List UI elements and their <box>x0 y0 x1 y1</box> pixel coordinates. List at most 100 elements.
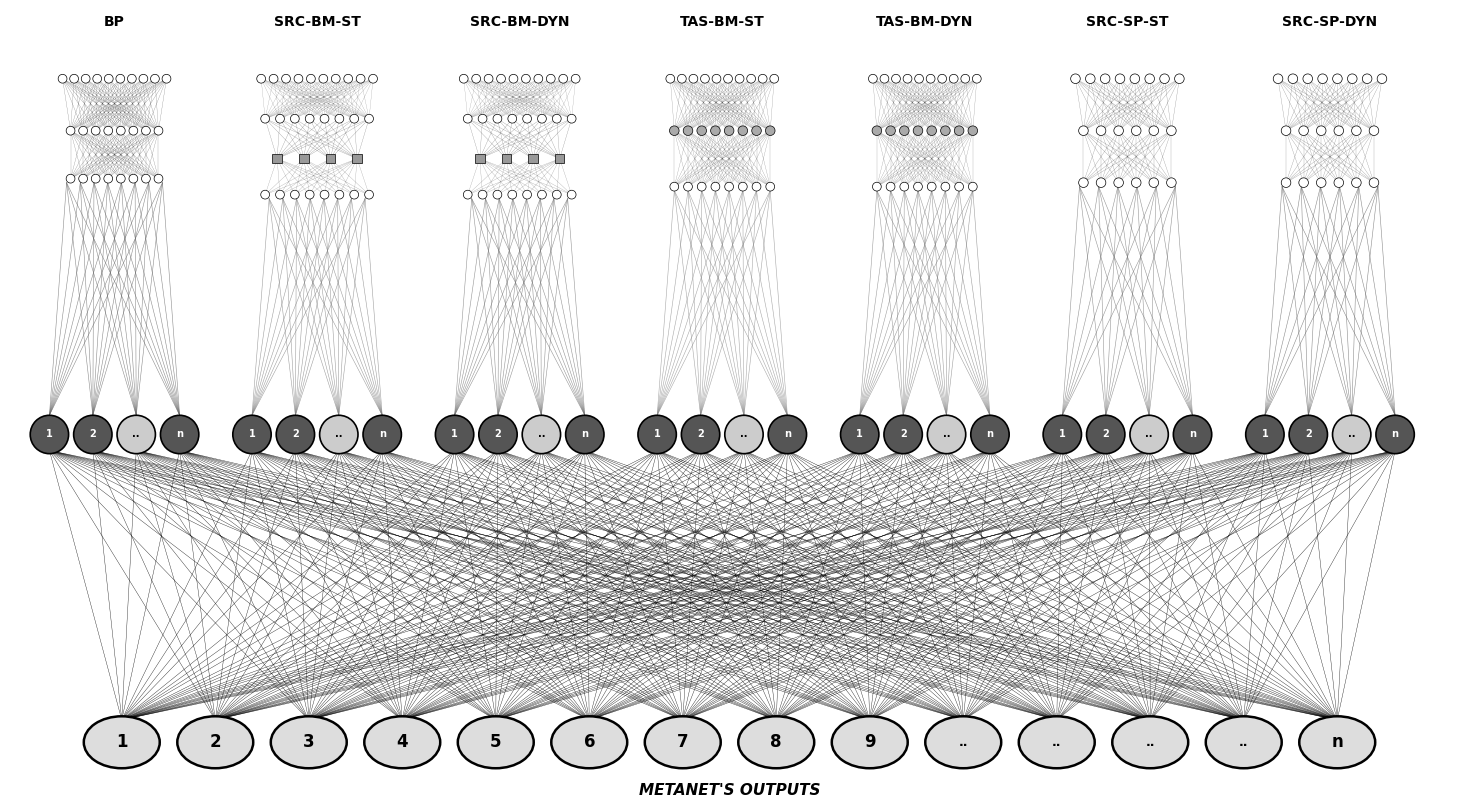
Circle shape <box>770 74 779 83</box>
Text: 2: 2 <box>1304 430 1312 440</box>
Circle shape <box>305 190 314 199</box>
Ellipse shape <box>271 716 347 768</box>
Circle shape <box>128 174 137 183</box>
FancyBboxPatch shape <box>273 154 282 163</box>
Circle shape <box>546 74 556 83</box>
Circle shape <box>689 74 697 83</box>
Text: 4: 4 <box>397 733 409 751</box>
Circle shape <box>261 190 270 199</box>
Circle shape <box>1351 178 1361 188</box>
Circle shape <box>700 74 709 83</box>
Circle shape <box>712 74 721 83</box>
Circle shape <box>926 126 937 135</box>
Circle shape <box>747 74 756 83</box>
Circle shape <box>735 74 744 83</box>
Text: 7: 7 <box>677 733 689 751</box>
FancyBboxPatch shape <box>528 154 538 163</box>
Circle shape <box>738 126 747 135</box>
Circle shape <box>295 74 303 83</box>
Circle shape <box>938 74 947 83</box>
Circle shape <box>484 74 493 83</box>
Circle shape <box>751 126 762 135</box>
Circle shape <box>320 190 328 199</box>
Text: 1: 1 <box>1262 430 1268 440</box>
Circle shape <box>92 126 101 135</box>
Circle shape <box>1334 178 1344 188</box>
Circle shape <box>320 114 328 123</box>
Circle shape <box>1317 74 1328 84</box>
FancyBboxPatch shape <box>554 154 565 163</box>
Text: n: n <box>379 430 385 440</box>
Ellipse shape <box>725 415 763 454</box>
Ellipse shape <box>552 716 627 768</box>
Ellipse shape <box>83 716 159 768</box>
Ellipse shape <box>840 415 878 454</box>
Text: 1: 1 <box>654 430 661 440</box>
Circle shape <box>1145 74 1154 84</box>
Ellipse shape <box>1129 415 1169 454</box>
Text: 5: 5 <box>490 733 502 751</box>
Text: 1: 1 <box>856 430 864 440</box>
Circle shape <box>508 190 516 199</box>
Circle shape <box>568 190 576 199</box>
Text: TAS-BM-ST: TAS-BM-ST <box>680 14 765 29</box>
Circle shape <box>1334 126 1344 135</box>
Circle shape <box>142 126 150 135</box>
Circle shape <box>471 74 480 83</box>
Ellipse shape <box>1205 716 1281 768</box>
Circle shape <box>670 126 678 135</box>
Ellipse shape <box>1018 716 1094 768</box>
Circle shape <box>1377 74 1386 84</box>
Circle shape <box>915 74 924 83</box>
Text: ..: .. <box>537 430 546 440</box>
Ellipse shape <box>160 415 198 454</box>
Circle shape <box>670 182 678 191</box>
Ellipse shape <box>365 716 441 768</box>
Circle shape <box>1085 74 1096 84</box>
Circle shape <box>464 190 473 199</box>
Circle shape <box>257 74 266 83</box>
Text: 2: 2 <box>210 733 222 751</box>
Text: ..: .. <box>740 430 747 440</box>
Circle shape <box>365 114 374 123</box>
Circle shape <box>941 182 950 191</box>
Circle shape <box>665 74 674 83</box>
Ellipse shape <box>1087 415 1125 454</box>
Circle shape <box>290 114 299 123</box>
Circle shape <box>697 182 706 191</box>
Circle shape <box>900 126 909 135</box>
Ellipse shape <box>1112 716 1188 768</box>
Text: ..: .. <box>943 430 950 440</box>
Text: 2: 2 <box>900 430 906 440</box>
Circle shape <box>1281 126 1291 135</box>
Circle shape <box>1316 178 1326 188</box>
Ellipse shape <box>458 716 534 768</box>
Circle shape <box>1167 126 1176 135</box>
Text: 1: 1 <box>1059 430 1065 440</box>
Circle shape <box>79 174 88 183</box>
Ellipse shape <box>479 415 516 454</box>
Circle shape <box>521 74 530 83</box>
Ellipse shape <box>1300 716 1376 768</box>
FancyBboxPatch shape <box>299 154 309 163</box>
Circle shape <box>1274 74 1282 84</box>
Ellipse shape <box>928 415 966 454</box>
Text: ..: .. <box>133 430 140 440</box>
Circle shape <box>1369 178 1379 188</box>
Circle shape <box>479 190 487 199</box>
Circle shape <box>697 126 706 135</box>
Text: 1: 1 <box>47 430 53 440</box>
Ellipse shape <box>73 415 112 454</box>
Ellipse shape <box>31 415 69 454</box>
Circle shape <box>1131 74 1139 84</box>
FancyBboxPatch shape <box>352 154 362 163</box>
Ellipse shape <box>233 415 271 454</box>
Circle shape <box>1096 126 1106 135</box>
Circle shape <box>684 182 693 191</box>
Circle shape <box>365 190 374 199</box>
Text: 2: 2 <box>89 430 96 440</box>
Circle shape <box>559 74 568 83</box>
Circle shape <box>1348 74 1357 84</box>
Text: SRC-SP-ST: SRC-SP-ST <box>1085 14 1169 29</box>
Text: 3: 3 <box>303 733 315 751</box>
